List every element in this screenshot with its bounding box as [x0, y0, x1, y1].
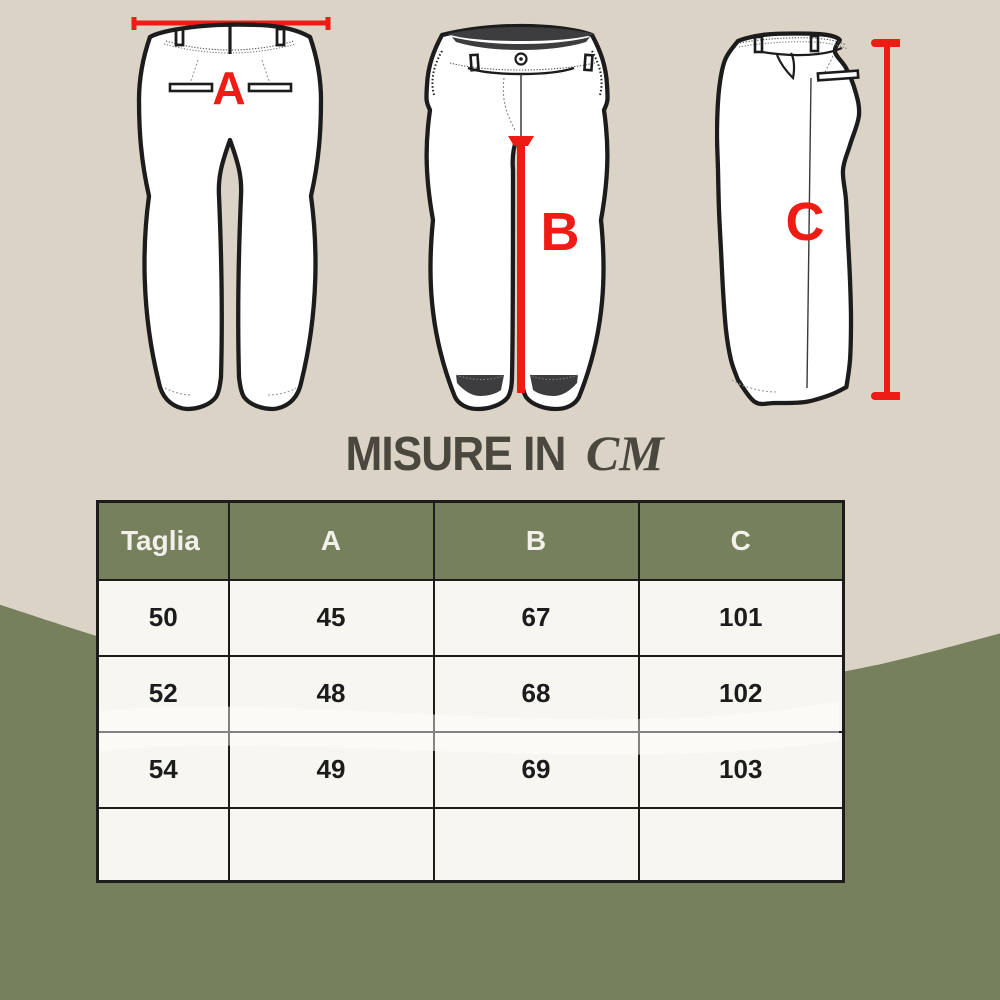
- svg-text:B: B: [541, 202, 580, 262]
- svg-text:A: A: [212, 62, 245, 114]
- svg-text:C: C: [786, 192, 825, 252]
